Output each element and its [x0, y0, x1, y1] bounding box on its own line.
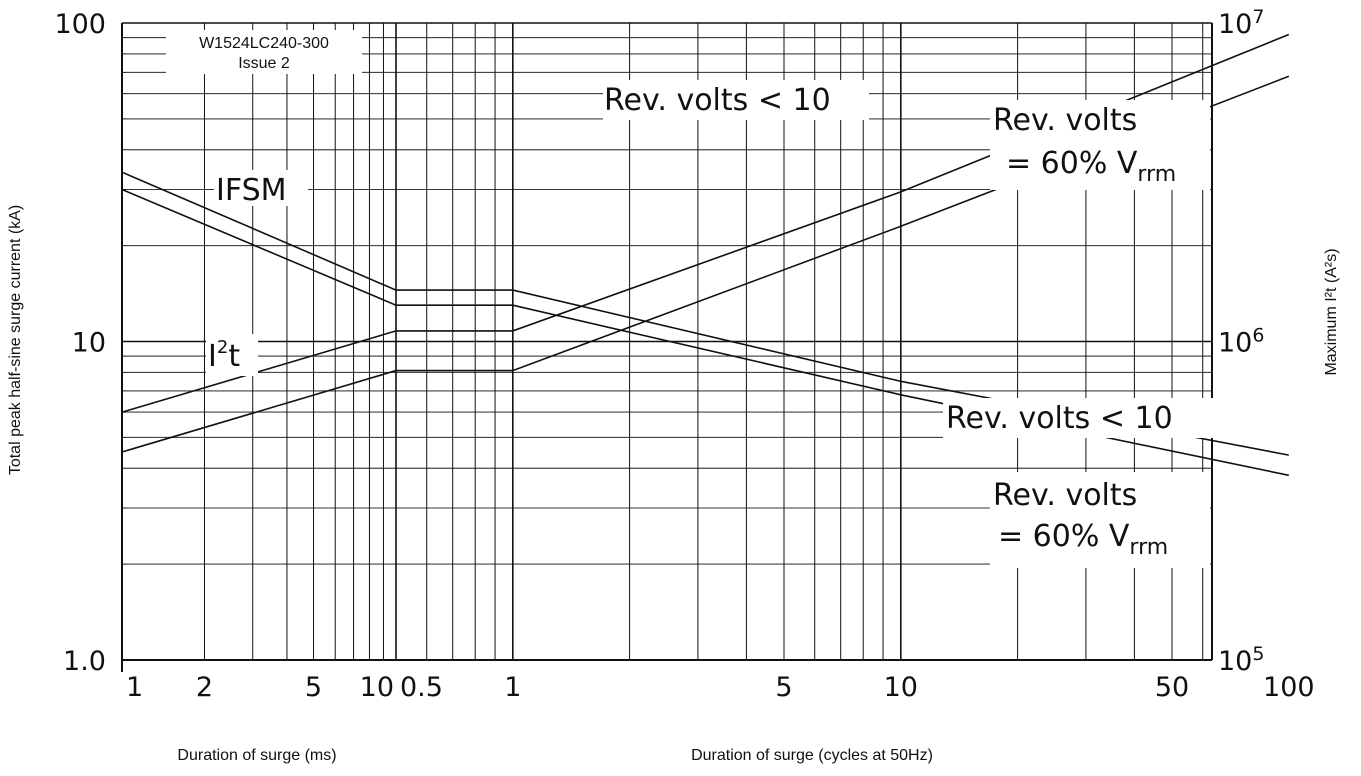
x-ms-tick-label: 5 [305, 672, 322, 703]
ifsm-label-bg [214, 170, 308, 206]
y-left-axis-title: Total peak half-sine surge current (kA) [7, 205, 24, 475]
y-right-tick-label: 105 [1218, 643, 1264, 677]
x-axis-title-cycles: Duration of surge (cycles at 50Hz) [691, 747, 933, 764]
x-cycles-tick-label: 5 [775, 672, 792, 703]
y-left-tick-label: 100 [54, 9, 106, 40]
x-axis-title-ms: Duration of surge (ms) [177, 747, 336, 764]
i2t-label-sup: 2 [217, 337, 228, 358]
i2t-label-bg [206, 334, 258, 376]
rev-eq-top-sub: rrm [1137, 162, 1176, 187]
x-cycles-tick-label: 100 [1263, 672, 1315, 703]
y-right-tick-label: 106 [1218, 325, 1264, 359]
document-id-box [166, 30, 362, 74]
y-left-tick-label: 1.0 [63, 646, 106, 677]
y-right-axis-title: Maximum I²t (A²s) [1323, 248, 1340, 375]
ifsm-label: IFSM [216, 173, 287, 208]
rev-lt10-bottom-bg [943, 398, 1213, 438]
document-issue: Issue 2 [238, 55, 290, 72]
y-right-tick-label: 107 [1218, 6, 1264, 40]
rev-eq-bottom-label: = 60% Vrrm [998, 519, 1168, 560]
x-cycles-tick-label: 50 [1155, 672, 1189, 703]
x-cycles-tick-label: 1 [504, 672, 521, 703]
rev-eq-top-prefix: = 60% V [1006, 146, 1138, 181]
rev-eq-top-bg [990, 100, 1210, 190]
document-id: W1524LC240-300 [199, 35, 329, 52]
rev-eq-top-label: = 60% Vrrm [1006, 146, 1176, 187]
rev-eq-bottom-bg [990, 472, 1210, 568]
rev-eq-bottom-sub: rrm [1129, 535, 1168, 560]
x-ms-tick-label: 10 [360, 672, 394, 703]
x-cycles-tick-label: 0.5 [400, 672, 443, 703]
rev-lt10-bottom-label: Rev. volts < 10 [946, 401, 1173, 436]
rev-eq-bottom-prefix: = 60% V [998, 519, 1130, 554]
y-left-tick-label: 10 [72, 328, 106, 359]
rev-volts-bottom-label: Rev. volts [993, 478, 1137, 513]
rev-lt10-top-label: Rev. volts < 10 [604, 83, 831, 118]
i2t-label-tail: t [228, 339, 240, 374]
x-cycles-tick-label: 10 [884, 672, 918, 703]
rev-lt10-top-bg [603, 80, 869, 120]
i2t-label-main: I [208, 339, 217, 374]
i2t-label: I2t [208, 337, 240, 374]
x-ms-tick-label: 2 [196, 672, 213, 703]
rev-volts-top-label: Rev. volts [993, 103, 1137, 138]
x-ms-tick-label: 1 [126, 672, 143, 703]
